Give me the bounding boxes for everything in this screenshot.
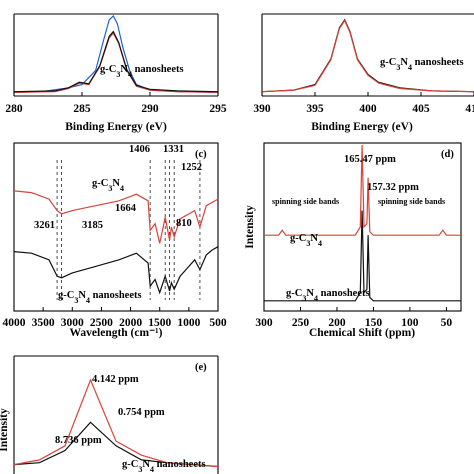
panel-d-tick-label-300: 300	[255, 317, 273, 329]
panel-c-series	[13, 190, 219, 295]
panel-c-tick-label-3500: 3500	[32, 317, 55, 329]
panel-e-series-1	[13, 378, 219, 468]
panel-c-series-1	[13, 246, 219, 295]
peak-label-1252: 1252	[181, 162, 202, 173]
panel-c-tick-label-1500: 1500	[148, 317, 171, 329]
series-label-g-c3n4: g-C3N4	[92, 178, 124, 193]
panel-a-tick-label-295: 295	[209, 103, 227, 115]
peak-label-165: 165.47 ppm	[344, 154, 396, 165]
panel-c-tick-label-2000: 2000	[119, 317, 142, 329]
panel-c-tick-label-500: 500	[209, 317, 227, 329]
panel-c-label: (c)	[195, 149, 207, 160]
annotation-side-bands-left: spinning side bands	[272, 197, 339, 206]
panel-c-tick-label-3000: 3000	[61, 317, 84, 329]
panel-d-label: (d)	[441, 149, 454, 160]
panel-a: 280 285 290 295 g-C3N4 nanosheets Binding E…	[5, 13, 227, 133]
peak-label-3261: 3261	[34, 220, 55, 231]
panel-a-series	[13, 15, 219, 93]
series-label-nanosheets-d: g-C3N4 nanosheets	[286, 288, 370, 303]
panel-a-tick-label-285: 285	[73, 103, 91, 115]
series-label-g-c3n4-d: g-C3N4	[290, 233, 322, 248]
panel-c-xlabel: Wavelength (cm⁻¹)	[70, 327, 163, 339]
panel-e: (e) 4.142 ppm 0.754 ppm 8.736 ppm g-C3N4…	[0, 355, 219, 474]
panel-e-ylabel: Intensity	[0, 408, 10, 452]
panel-b-series	[261, 18, 474, 93]
panel-c-tick-label-2500: 2500	[90, 317, 113, 329]
panel-c-ticks: 4000 3500 3000 2500 2000 1500 1000 500	[3, 307, 227, 329]
panel-b-tick-label-405: 405	[412, 103, 430, 115]
peak-label-3185: 3185	[82, 220, 103, 231]
panel-d-tick-label-200: 200	[328, 317, 346, 329]
panel-b-xlabel: Binding Energy (eV)	[311, 121, 413, 133]
peak-label-1664: 1664	[115, 203, 137, 214]
peak-label-157: 157.32 ppm	[367, 182, 419, 193]
panel-b-tick-label-400: 400	[359, 103, 377, 115]
panel-d-series-0	[264, 144, 461, 236]
panel-e-series	[13, 378, 219, 468]
panel-a-tick-label-280: 280	[5, 103, 23, 115]
panel-b: 390 395 400 405 410 g-C3N4 nanosheets Bindin…	[253, 13, 474, 133]
panel-d-tick-label-100: 100	[401, 317, 419, 329]
panel-b-ticks: 390 395 400 405 410	[253, 92, 474, 115]
panel-d: 300 250 200 150 100 50 (d) 165.47 ppm 157.32 …	[244, 142, 462, 339]
peak-label-1406: 1406	[129, 144, 150, 155]
peak-label-810: 810	[176, 218, 192, 229]
panel-d-ylabel: Intensity	[244, 205, 256, 249]
peak-label-4142: 4.142 ppm	[92, 374, 139, 385]
annotation-side-bands-right: spinning side bands	[378, 197, 445, 206]
series-label-nanosheets: g-C3N4 nanosheets	[58, 290, 142, 305]
series-label-nanosheets-e: g-C3N4 nanosheets	[122, 459, 206, 474]
peak-label-0754: 0.754 ppm	[118, 407, 165, 418]
panel-b-series-0	[261, 18, 474, 93]
panel-c-series-0	[13, 190, 219, 244]
panel-c-tick-label-4000: 4000	[3, 317, 26, 329]
panel-b-tick-label-395: 395	[306, 103, 324, 115]
panel-c-frame	[13, 142, 219, 312]
panel-b-tick-label-390: 390	[253, 103, 271, 115]
panel-d-ticks: 300 250 200 150 100 50	[255, 307, 452, 329]
panel-c-tick-label-1000: 1000	[177, 317, 200, 329]
panel-d-tick-label-250: 250	[292, 317, 310, 329]
peak-label-1331: 1331	[163, 144, 184, 155]
panel-d-tick-label-50: 50	[441, 317, 453, 329]
panel-b-tick-label-410: 410	[465, 103, 474, 115]
panel-a-series-0	[13, 15, 219, 93]
peak-label-8736: 8.736 ppm	[55, 435, 102, 446]
panel-a-series-1	[13, 32, 219, 93]
panel-d-series-1	[264, 210, 461, 302]
panel-a-ticks: 280 285 290 295	[5, 92, 227, 115]
panel-b-annotation: g-C3N4 nanosheets	[380, 57, 464, 72]
panel-d-frame	[263, 142, 462, 312]
panel-c: 4000 3500 3000 2500 2000 1500 1000 500 (c) 1406…	[3, 142, 227, 339]
panel-d-series	[264, 144, 461, 302]
panel-a-tick-label-290: 290	[141, 103, 159, 115]
panel-e-label: (e)	[195, 362, 207, 373]
panel-a-annotation: g-C3N4 nanosheets	[100, 64, 184, 79]
panel-a-series-2	[13, 30, 219, 93]
panel-d-xlabel: Chemical Shift (ppm)	[309, 327, 415, 339]
panel-a-xlabel: Binding Energy (eV)	[65, 121, 167, 133]
panel-b-series-1	[261, 19, 474, 93]
panel-d-tick-label-150: 150	[365, 317, 383, 329]
